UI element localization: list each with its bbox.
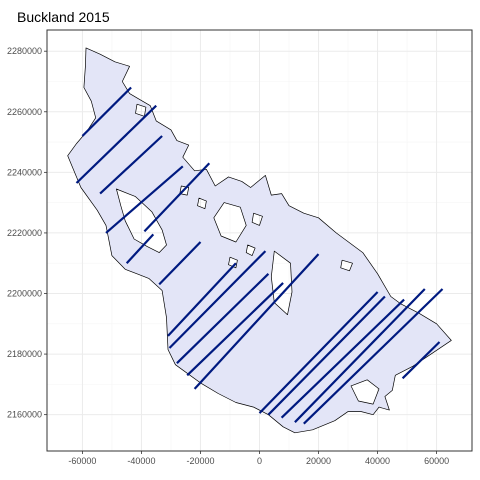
y-tick-label: 2280000 — [7, 46, 42, 56]
transect-line — [258, 291, 379, 414]
transect-line — [294, 288, 426, 423]
transect-line — [401, 341, 441, 380]
y-tick-label: 2160000 — [7, 410, 42, 420]
transect-line — [267, 295, 386, 416]
axes: -60000 -40000 -20000 0 20000 40000 60000 216000… — [7, 46, 449, 466]
transect-line — [105, 165, 184, 234]
y-tick-label: 2220000 — [7, 228, 42, 238]
x-tick-label: 0 — [257, 456, 262, 466]
y-tick-label: 2200000 — [7, 289, 42, 299]
y-tick-label: 2180000 — [7, 349, 42, 359]
x-tick-label: 60000 — [424, 456, 449, 466]
transect-line — [81, 86, 132, 137]
transect-line — [75, 104, 157, 184]
y-tick-label: 2260000 — [7, 107, 42, 117]
transect-lines — [75, 86, 444, 425]
transect-line — [193, 253, 320, 390]
transect-line — [143, 162, 211, 233]
transect-line — [303, 288, 444, 425]
x-tick-label: -60000 — [68, 456, 96, 466]
x-tick-label: -40000 — [127, 456, 155, 466]
transect-line — [158, 241, 202, 286]
map-title: Buckland 2015 — [17, 9, 110, 25]
transect-line — [99, 135, 163, 195]
y-tick-label: 2240000 — [7, 167, 42, 177]
transect-line — [280, 298, 405, 419]
transect-line — [186, 282, 284, 377]
transect-line — [176, 273, 270, 364]
transect-line — [125, 233, 155, 264]
x-tick-label: 20000 — [306, 456, 331, 466]
transect-line — [168, 250, 267, 349]
transect-line — [167, 262, 237, 337]
x-tick-label: 40000 — [365, 456, 390, 466]
x-tick-label: -20000 — [186, 456, 214, 466]
